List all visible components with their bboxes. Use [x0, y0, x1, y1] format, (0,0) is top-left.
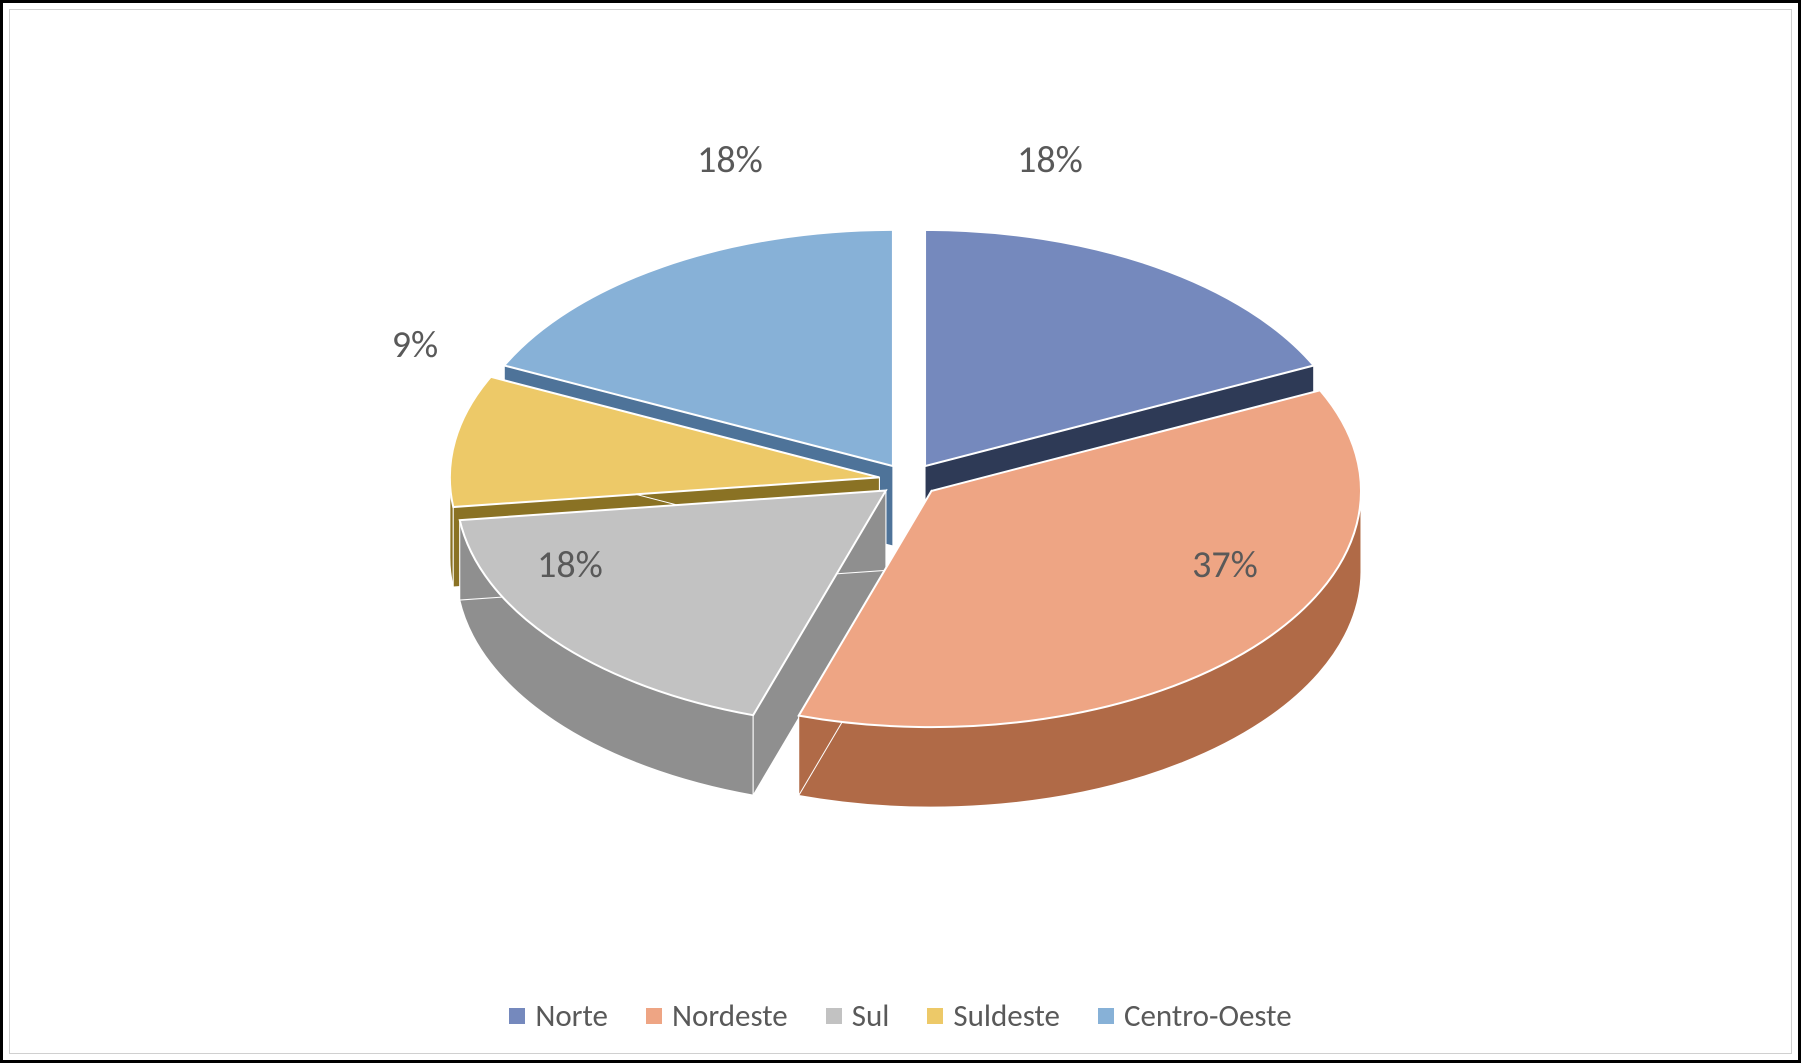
legend-item-nordeste: Nordeste: [646, 997, 788, 1035]
legend-swatch-icon: [826, 1008, 842, 1024]
slice-label-suldeste: 9%: [392, 322, 438, 368]
slice-label-nordeste: 37%: [1192, 542, 1258, 588]
legend-swatch-icon: [646, 1008, 662, 1024]
legend-label: Suldeste: [953, 997, 1060, 1035]
slice-label-centro-oeste: 18%: [697, 137, 763, 183]
slice-label-sul: 18%: [537, 542, 603, 588]
legend-label: Sul: [852, 997, 890, 1035]
legend: Norte Nordeste Sul Suldeste Centro-Oeste: [10, 997, 1791, 1035]
pie-3d-chart: [10, 10, 1791, 963]
legend-label: Nordeste: [672, 997, 788, 1035]
legend-item-centro-oeste: Centro-Oeste: [1098, 997, 1292, 1035]
slice-label-norte: 18%: [1017, 137, 1083, 183]
legend-item-suldeste: Suldeste: [927, 997, 1060, 1035]
legend-swatch-icon: [1098, 1008, 1114, 1024]
legend-item-sul: Sul: [826, 997, 890, 1035]
pie-area: 18% 37% 18% 9% 18%: [10, 10, 1791, 963]
chart-outer-frame: 18% 37% 18% 9% 18% Norte Nordeste Sul Su…: [0, 0, 1801, 1063]
legend-item-norte: Norte: [509, 997, 608, 1035]
chart-inner-frame: 18% 37% 18% 9% 18% Norte Nordeste Sul Su…: [9, 9, 1792, 1054]
legend-label: Norte: [535, 997, 608, 1035]
legend-swatch-icon: [509, 1008, 525, 1024]
legend-swatch-icon: [927, 1008, 943, 1024]
legend-label: Centro-Oeste: [1124, 997, 1292, 1035]
